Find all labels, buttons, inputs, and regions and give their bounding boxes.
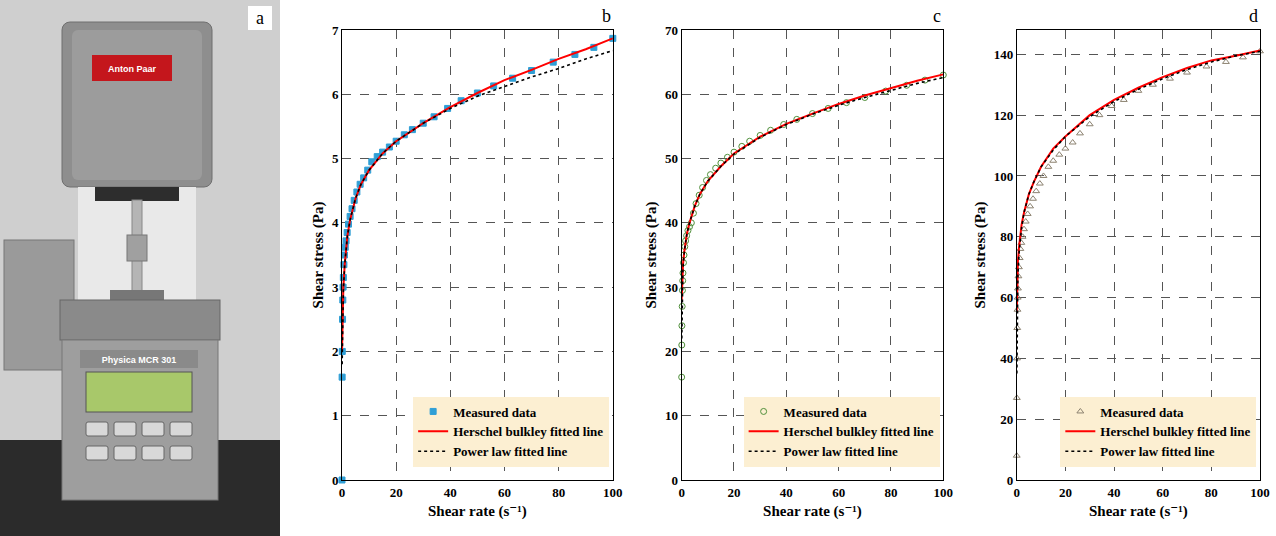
svg-text:20: 20 (727, 485, 740, 500)
svg-text:Physica MCR 301: Physica MCR 301 (102, 355, 177, 365)
svg-text:20: 20 (1000, 412, 1013, 427)
svg-text:40: 40 (1000, 351, 1013, 366)
svg-text:0: 0 (1007, 473, 1014, 488)
svg-text:60: 60 (1000, 290, 1013, 305)
svg-text:Herschel bulkley fitted line: Herschel bulkley fitted line (1100, 424, 1250, 439)
svg-text:0: 0 (339, 485, 346, 500)
svg-text:5: 5 (332, 151, 339, 166)
svg-text:100: 100 (603, 485, 623, 500)
svg-text:a: a (256, 8, 264, 28)
svg-text:40: 40 (665, 215, 678, 230)
svg-text:Power law fitted line: Power law fitted line (784, 444, 898, 459)
svg-text:Measured data: Measured data (453, 405, 537, 420)
svg-text:0: 0 (1013, 485, 1020, 500)
svg-text:120: 120 (994, 108, 1014, 123)
svg-text:0: 0 (678, 485, 685, 500)
svg-text:40: 40 (1108, 485, 1121, 500)
svg-text:d: d (1249, 6, 1258, 26)
svg-text:60: 60 (498, 485, 511, 500)
svg-text:50: 50 (665, 151, 678, 166)
svg-text:30: 30 (665, 280, 678, 295)
svg-text:100: 100 (994, 169, 1014, 184)
svg-text:Shear rate (s⁻¹): Shear rate (s⁻¹) (1089, 503, 1188, 520)
svg-text:140: 140 (994, 47, 1014, 62)
svg-text:2: 2 (332, 344, 339, 359)
svg-text:Anton Paar: Anton Paar (108, 64, 157, 74)
svg-text:Measured data: Measured data (784, 405, 868, 420)
svg-text:Shear stress (Pa): Shear stress (Pa) (972, 202, 989, 309)
svg-text:0: 0 (332, 473, 339, 488)
svg-text:b: b (602, 6, 611, 26)
svg-text:80: 80 (1000, 229, 1013, 244)
svg-text:80: 80 (552, 485, 565, 500)
svg-text:3: 3 (332, 280, 339, 295)
svg-text:100: 100 (1250, 485, 1270, 500)
svg-text:20: 20 (390, 485, 403, 500)
svg-text:1: 1 (332, 408, 339, 423)
svg-text:100: 100 (934, 485, 954, 500)
svg-text:60: 60 (832, 485, 845, 500)
svg-text:4: 4 (332, 215, 339, 230)
svg-text:7: 7 (332, 23, 339, 38)
svg-text:6: 6 (332, 87, 339, 102)
svg-text:60: 60 (1156, 485, 1169, 500)
svg-text:Measured data: Measured data (1100, 405, 1184, 420)
svg-text:80: 80 (884, 485, 897, 500)
svg-text:0: 0 (672, 473, 679, 488)
svg-text:Shear stress (Pa): Shear stress (Pa) (310, 202, 327, 309)
svg-text:10: 10 (665, 408, 678, 423)
svg-text:Herschel bulkley fitted line: Herschel bulkley fitted line (784, 424, 934, 439)
svg-text:Herschel bulkley fitted line: Herschel bulkley fitted line (453, 424, 603, 439)
svg-text:Shear rate (s⁻¹): Shear rate (s⁻¹) (428, 503, 527, 520)
svg-text:Power law fitted line: Power law fitted line (1100, 444, 1214, 459)
svg-text:20: 20 (1059, 485, 1072, 500)
svg-text:70: 70 (665, 23, 678, 38)
svg-text:20: 20 (665, 344, 678, 359)
svg-text:Shear rate (s⁻¹): Shear rate (s⁻¹) (763, 503, 862, 520)
svg-text:Power law fitted line: Power law fitted line (453, 444, 567, 459)
svg-text:40: 40 (780, 485, 793, 500)
svg-text:40: 40 (444, 485, 457, 500)
svg-text:Shear stress (Pa): Shear stress (Pa) (643, 202, 660, 309)
svg-text:80: 80 (1205, 485, 1218, 500)
svg-text:c: c (933, 6, 941, 26)
svg-text:60: 60 (665, 87, 678, 102)
